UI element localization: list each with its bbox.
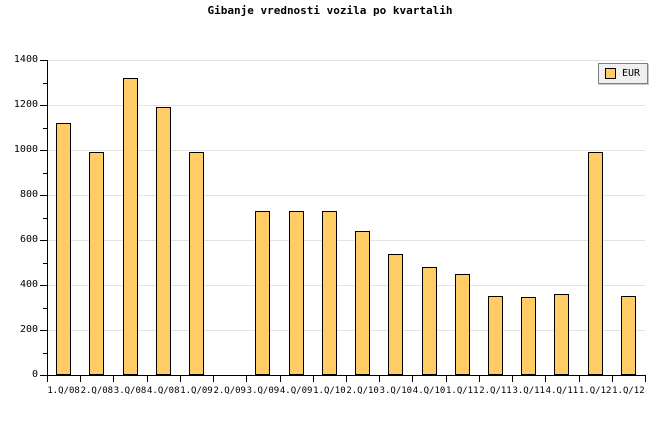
y-axis-minor-tick [43,172,47,174]
bar[interactable] [155,107,171,375]
x-axis-tick-label: 1.Q/08 [47,386,80,396]
gridline [47,105,645,106]
bar[interactable] [554,294,570,375]
x-axis-tick [280,376,281,382]
bar[interactable] [255,210,271,375]
x-axis-tick [412,376,413,382]
bar[interactable] [122,78,138,375]
x-axis-tick-label: 3.Q/10 [379,386,413,396]
x-axis-tick [579,376,580,382]
y-axis-minor-tick [43,352,47,354]
y-axis-tick-label: 200 [19,324,38,335]
x-axis-tick-label: 2.Q/11 [479,386,512,396]
bar[interactable] [355,231,371,375]
bar[interactable] [89,152,105,375]
x-axis-tick [313,376,314,382]
x-axis-tick [147,376,148,382]
y-axis-tick [40,285,47,286]
legend-label-eur: EUR [621,68,640,79]
x-axis-tick [512,376,513,382]
y-axis-tick [40,150,47,151]
x-axis-tick [180,376,181,382]
x-axis-tick [80,376,81,382]
gridline [47,285,645,286]
plot-background [47,60,645,375]
y-axis-labels: 0 200 400 600 800 1000 1200 1400 [0,0,38,440]
x-axis-tick [479,376,480,382]
bar[interactable] [189,152,204,375]
y-axis-minor-tick [43,307,47,309]
bar[interactable] [620,296,636,375]
gridline [47,240,645,241]
y-axis-tick-label: 0 [31,369,38,380]
x-axis-tick [446,376,447,382]
bar[interactable] [421,267,437,375]
y-axis-minor-tick [43,127,47,129]
legend-swatch-eur [604,68,616,79]
y-axis-tick [40,105,47,106]
y-axis-tick-label: 1200 [13,99,38,110]
x-axis-tick-label: 2.Q/09 [213,386,246,396]
x-axis-tick [379,376,380,382]
y-axis-tick-label: 1000 [13,144,38,155]
x-axis-tick [113,376,114,382]
y-axis-tick-label: 1400 [13,54,38,65]
y-axis-tick [40,240,47,241]
bar[interactable] [56,123,72,375]
x-axis-tick-label: 2.Q/10 [346,386,379,396]
x-axis-tick [213,376,214,382]
x-axis-tick-label: 1.Q/10 [313,386,346,396]
x-axis-tick [612,376,613,382]
bar[interactable] [288,210,304,375]
y-axis-tick [40,375,47,376]
plot-area [47,60,645,375]
gridline [47,150,645,151]
y-axis-tick-label: 800 [19,189,38,200]
x-axis-tick-label: 1.Q/11 [446,386,479,396]
y-axis-tick [40,330,47,331]
x-axis-tick-label: 1.Q/12 [612,386,645,396]
bar[interactable] [454,273,470,375]
x-axis-tick-label: 4.Q/11 [545,386,579,396]
y-axis-tick [40,195,47,196]
gridline [47,60,645,61]
y-axis-tick [40,60,47,61]
x-axis-tick-label: 3.Q/08 [113,386,147,396]
bar[interactable] [587,152,603,375]
y-axis-tick-label: 400 [19,279,38,290]
y-axis-minor-tick [43,217,47,219]
bar[interactable] [388,253,404,375]
x-axis-tick [645,376,646,382]
x-axis-tick-label: 4.Q/10 [412,386,446,396]
x-axis-tick [47,376,48,382]
x-axis-tick [346,376,347,382]
x-axis-tick-label: 4.Q/08 [147,386,180,396]
x-axis-tick-label: 3.Q/09 [246,386,280,396]
x-axis-line [47,375,646,376]
y-axis-minor-tick [43,82,47,84]
chart-title: Gibanje vrednosti vozila po kvartalih [207,4,453,17]
y-axis-line [47,60,48,376]
bar[interactable] [321,210,337,375]
x-axis-tick-label: 3.Q/11 [512,386,545,396]
x-axis-tick [545,376,546,382]
x-axis-tick-label: 2.Q/08 [80,386,114,396]
chart-legend[interactable]: EUR [597,63,648,84]
gridline [47,195,645,196]
bar[interactable] [521,297,537,375]
y-axis-tick-label: 600 [19,234,38,245]
x-axis-tick-label: 4.Q/09 [279,386,313,396]
y-axis-minor-tick [43,262,47,264]
x-axis-tick-label: 1.Q/09 [180,386,213,396]
x-axis-tick [246,376,247,382]
gridline [47,330,645,331]
bar[interactable] [488,296,503,375]
x-axis-tick-label: 1.Q/12 [578,386,612,396]
